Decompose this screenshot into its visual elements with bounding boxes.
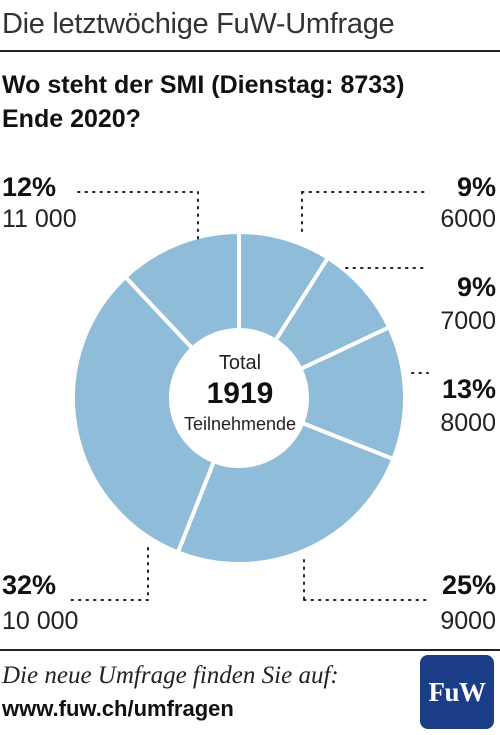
- center-total-label: Total: [218, 352, 262, 374]
- leader-lines: [69, 191, 429, 601]
- question-line-2: Ende 2020?: [2, 105, 141, 133]
- slice-label-pct-7000: 9%: [456, 272, 496, 302]
- slice-label-val-7000: 7000: [440, 307, 496, 335]
- footer-text: Die neue Umfrage finden Sie auf:: [2, 662, 339, 689]
- center-participants-label: Teilnehmende: [183, 414, 297, 434]
- slice-label-val-11000: 11 000: [2, 205, 77, 233]
- logo-text: FuW: [428, 676, 486, 707]
- slice-label-pct-10000: 32%: [2, 570, 57, 600]
- slice-label-val-10000: 10 000: [2, 607, 79, 635]
- page-title: Die letztwöchige FuW-Umfrage: [2, 8, 395, 40]
- footer-url-link[interactable]: www.fuw.ch/umfragen: [2, 696, 234, 721]
- donut-slice-10000: [71, 274, 217, 555]
- donut-slices: [71, 229, 407, 566]
- question-line-1: Wo steht der SMI (Dienstag: 8733): [2, 71, 405, 99]
- donut-slice-9000: [175, 420, 396, 566]
- bottom-divider: [0, 649, 500, 651]
- survey-question: Wo steht der SMI (Dienstag: 8733) Ende 2…: [2, 68, 492, 136]
- slice-label-val-9000: 9000: [440, 607, 496, 635]
- top-divider: [0, 50, 500, 52]
- slice-label-val-8000: 8000: [440, 409, 496, 437]
- slice-label-pct-6000: 9%: [456, 172, 496, 202]
- donut-slice-11000: [122, 229, 241, 352]
- slice-label-pct-9000: 25%: [441, 570, 496, 600]
- slice-label-val-6000: 6000: [440, 205, 496, 233]
- center-total-value: 1919: [206, 377, 274, 410]
- slice-label-pct-11000: 12%: [2, 172, 57, 202]
- slice-label-pct-8000: 13%: [441, 374, 496, 404]
- fuw-logo: FuW: [420, 655, 494, 729]
